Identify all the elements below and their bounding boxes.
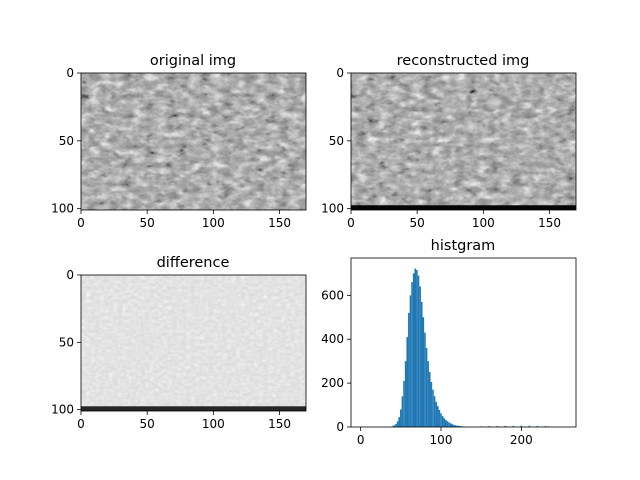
histogram-bar [409, 295, 412, 427]
x-tick-label: 200 [510, 433, 533, 447]
histogram-bar [424, 332, 426, 427]
histogram-bar [391, 426, 394, 427]
histogram-bar [438, 409, 441, 427]
histogram-bar [396, 421, 399, 427]
histogram-bar [411, 282, 413, 427]
y-tick-label: 100 [51, 403, 74, 417]
y-tick-label: 400 [321, 332, 344, 346]
histogram-bar [395, 423, 397, 427]
histogram-bar [425, 347, 428, 427]
x-tick-label: 150 [268, 216, 291, 230]
histogram-bar [428, 372, 431, 427]
histogram-bar [445, 419, 447, 427]
image-texture [81, 275, 306, 411]
histogram-bar [432, 389, 434, 427]
histogram-bar [430, 382, 433, 427]
histogram-bar [443, 418, 446, 427]
y-tick-label: 0 [336, 66, 344, 80]
x-tick-label: 100 [430, 433, 453, 447]
y-tick-label: 600 [321, 288, 344, 302]
x-tick-label: 0 [77, 216, 85, 230]
histogram-bar [403, 380, 405, 427]
histogram-bar [528, 425, 531, 427]
histogram-bar [427, 361, 429, 427]
histogram-bar [412, 273, 415, 427]
histogram-bar [419, 286, 421, 427]
histogram-bar [436, 406, 439, 427]
histogram-bar [544, 426, 547, 427]
histogram-bar [417, 275, 420, 427]
image-texture [81, 73, 306, 210]
histogram-bar [420, 301, 423, 427]
histogram-bar [451, 424, 454, 427]
histogram-bar [457, 425, 460, 427]
subplot-title: histgram [431, 238, 496, 254]
histogram-bar [453, 424, 455, 427]
image-texture [351, 73, 576, 210]
x-tick-label: 150 [538, 216, 561, 230]
histogram-bar [456, 425, 458, 427]
histogram-bar [459, 426, 462, 427]
histogram-bar [414, 268, 417, 427]
y-tick-label: 50 [59, 335, 74, 349]
histogram-bar [401, 396, 404, 427]
x-tick-label: 100 [202, 417, 225, 431]
y-tick-label: 50 [329, 134, 344, 148]
histogram-bar [520, 425, 523, 427]
x-tick-label: 0 [347, 216, 355, 230]
x-tick-label: 150 [268, 417, 291, 431]
histogram-bar [448, 422, 450, 427]
histogram-bar [422, 317, 425, 427]
subplot-difference: difference 0 50 100 150 0 50 100 [51, 255, 307, 431]
axes-frame [350, 257, 577, 428]
subplot-title: original img [150, 53, 236, 69]
x-tick-label: 0 [357, 433, 365, 447]
histogram-bar [496, 426, 499, 427]
histogram-bar [440, 413, 442, 427]
axes-frame [80, 72, 307, 211]
histogram-bar [454, 425, 457, 427]
histogram-bar [393, 425, 396, 427]
histogram-bar [441, 416, 444, 427]
histogram-bar [406, 337, 409, 427]
histogram-bar [488, 426, 491, 427]
histogram-bar [398, 417, 401, 427]
x-tick-label: 100 [202, 216, 225, 230]
histogram-bar [404, 361, 407, 427]
image-dark-band [351, 205, 576, 210]
y-tick-label: 200 [321, 376, 344, 390]
histogram-bar [512, 425, 515, 427]
histogram-bar [446, 421, 449, 427]
histogram-bar [400, 409, 402, 427]
subplot-reconstructed-img: reconstructed img 0 50 100 150 0 50 100 [321, 53, 577, 230]
histogram-bar [449, 423, 452, 427]
histogram-bar [536, 425, 539, 427]
y-tick-label: 0 [66, 66, 74, 80]
histogram-bar [416, 270, 418, 427]
x-tick-label: 50 [140, 417, 155, 431]
subplot-original-img: original img 0 50 100 150 0 50 100 [51, 53, 307, 230]
x-tick-label: 0 [77, 417, 85, 431]
axes-frame [80, 274, 307, 412]
y-tick-label: 0 [66, 268, 74, 282]
histogram-bar [435, 401, 437, 427]
y-tick-label: 100 [321, 202, 344, 216]
y-tick-label: 0 [336, 420, 344, 434]
x-tick-label: 50 [140, 216, 155, 230]
histogram-bar [433, 396, 436, 427]
histogram-bar [504, 425, 507, 427]
image-dark-band [81, 406, 306, 411]
subplot-title: difference [157, 255, 230, 271]
histogram-bar [408, 312, 410, 427]
subplot-histgram: histgram 0 100 200 0 200 400 600 [321, 238, 577, 447]
subplot-title: reconstructed img [397, 53, 530, 69]
y-tick-label: 100 [51, 202, 74, 216]
x-tick-label: 50 [410, 216, 425, 230]
axes-frame [350, 72, 577, 211]
x-tick-label: 100 [472, 216, 495, 230]
y-tick-label: 50 [59, 134, 74, 148]
